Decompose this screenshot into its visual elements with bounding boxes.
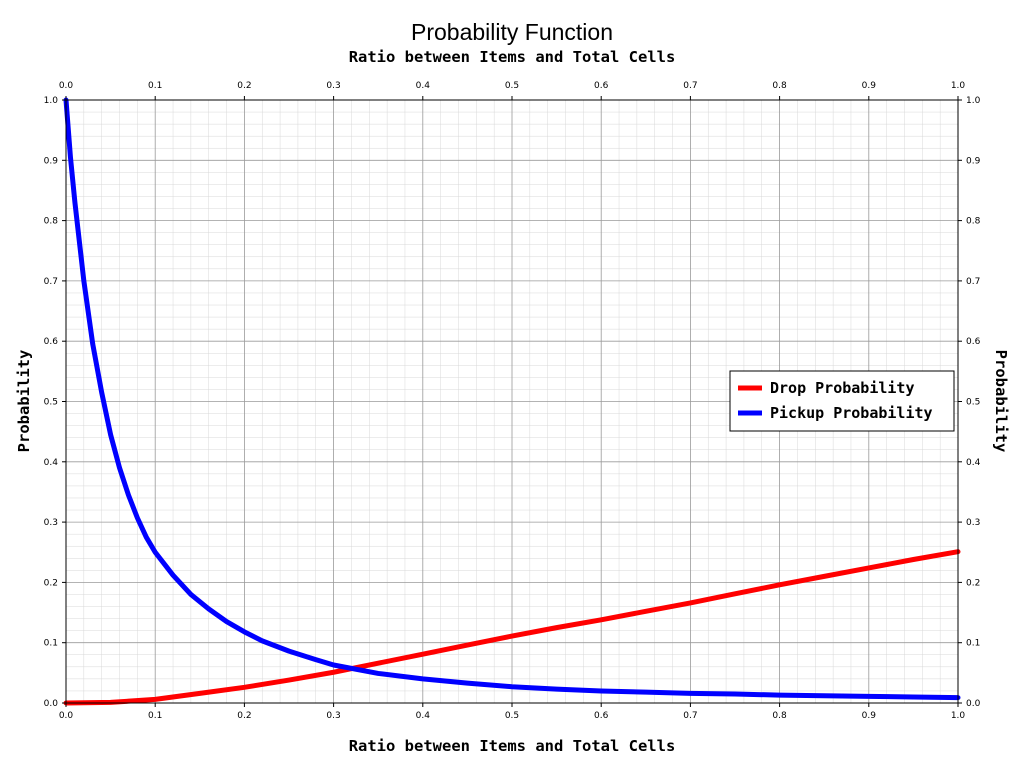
x-tick-label-top: 0.9	[862, 81, 877, 91]
y-axis-title-right: Probability	[992, 350, 1010, 453]
y-tick-label-left: 1.0	[44, 96, 59, 106]
y-tick-label-right: 0.0	[966, 699, 981, 709]
x-tick-label-bottom: 0.9	[862, 711, 877, 721]
x-tick-label-top: 0.2	[237, 81, 251, 91]
chart-title: Probability Function	[411, 19, 613, 45]
legend-box	[729, 370, 955, 432]
x-tick-label-top: 0.7	[683, 81, 697, 91]
x-tick-label-bottom: 0.1	[148, 711, 162, 721]
x-tick-label-bottom: 0.2	[237, 711, 251, 721]
y-tick-label-left: 0.2	[44, 578, 58, 588]
x-tick-label-bottom: 0.5	[505, 711, 519, 721]
x-axis-title-top: Ratio between Items and Total Cells	[349, 48, 676, 66]
x-tick-label-bottom: 0.6	[594, 711, 609, 721]
x-tick-label-bottom: 0.3	[326, 711, 340, 721]
y-tick-label-left: 0.8	[44, 217, 59, 227]
legend-label-pickup: Pickup Probability	[770, 404, 933, 422]
x-tick-label-top: 0.4	[416, 81, 431, 91]
legend-label-drop: Drop Probability	[770, 379, 915, 397]
x-tick-label-bottom: 0.8	[772, 711, 787, 721]
y-tick-label-left: 0.7	[44, 277, 58, 287]
y-tick-label-left: 0.4	[44, 458, 59, 468]
y-tick-label-right: 0.8	[966, 217, 981, 227]
x-tick-label-bottom: 0.7	[683, 711, 697, 721]
x-tick-label-top: 0.3	[326, 81, 340, 91]
y-tick-label-right: 0.6	[966, 337, 981, 347]
x-tick-label-top: 0.5	[505, 81, 519, 91]
y-tick-label-right: 0.7	[966, 277, 980, 287]
x-tick-label-bottom: 0.0	[59, 711, 74, 721]
y-tick-label-left: 0.1	[44, 639, 58, 649]
x-tick-label-bottom: 1.0	[951, 711, 966, 721]
y-tick-label-right: 0.1	[966, 639, 980, 649]
series-line-drop-probability	[63, 549, 961, 706]
x-tick-label-top: 0.0	[59, 81, 74, 91]
series-layer	[63, 97, 961, 706]
y-tick-label-left: 0.6	[44, 337, 59, 347]
major-grid	[66, 100, 958, 703]
y-tick-label-right: 1.0	[966, 96, 981, 106]
y-tick-label-right: 0.5	[966, 398, 980, 408]
ticks-layer: 0.00.00.10.10.20.20.30.30.40.40.50.50.60…	[44, 81, 981, 721]
y-tick-label-right: 0.2	[966, 578, 980, 588]
y-tick-label-left: 0.5	[44, 398, 58, 408]
y-tick-label-left: 0.9	[44, 156, 59, 166]
y-tick-label-right: 0.4	[966, 458, 981, 468]
x-tick-label-top: 0.8	[772, 81, 787, 91]
x-axis-title: Ratio between Items and Total Cells	[349, 737, 676, 755]
y-tick-label-left: 0.3	[44, 518, 58, 528]
legend: Drop Probability Pickup Probability	[729, 370, 955, 432]
y-tick-label-right: 0.9	[966, 156, 981, 166]
x-tick-label-top: 1.0	[951, 81, 966, 91]
x-tick-label-top: 0.1	[148, 81, 162, 91]
y-axis-title-left: Probability	[15, 350, 33, 453]
series-line-pickup-probability	[63, 97, 961, 701]
x-tick-label-bottom: 0.4	[416, 711, 431, 721]
y-tick-label-left: 0.0	[44, 699, 59, 709]
y-tick-label-right: 0.3	[966, 518, 980, 528]
x-tick-label-top: 0.6	[594, 81, 609, 91]
